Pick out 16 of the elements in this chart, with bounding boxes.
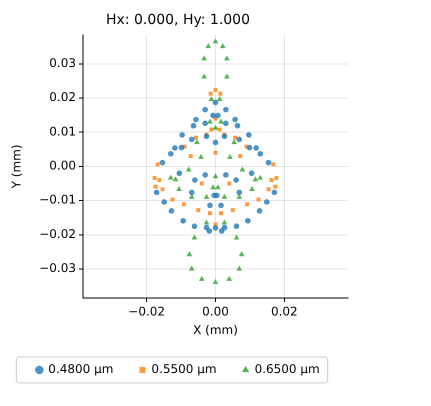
y-tick-label: 0.01: [49, 124, 76, 138]
x-axis-title: X (mm): [193, 322, 238, 337]
y-tick-label: −0.03: [39, 261, 76, 276]
y-tick-label: 0.02: [49, 90, 76, 104]
y-tick-label: 0.00: [49, 158, 76, 173]
legend-label: 0.5500 µm: [151, 362, 217, 376]
x-tick-label: 0.02: [270, 304, 298, 318]
legend-label: 0.6500 µm: [254, 362, 320, 376]
legend-label: 0.4800 µm: [48, 362, 114, 376]
y-tick-label: 0.03: [49, 56, 76, 70]
chart-title: Hx: 0.000, Hy: 1.000: [106, 12, 250, 28]
x-tick-label: 0.00: [202, 304, 229, 318]
x-tick-label: −0.02: [128, 304, 166, 318]
y-tick-label: −0.01: [39, 192, 76, 207]
y-tick-label: −0.02: [39, 226, 76, 241]
y-axis-title: Y (mm): [9, 144, 24, 190]
